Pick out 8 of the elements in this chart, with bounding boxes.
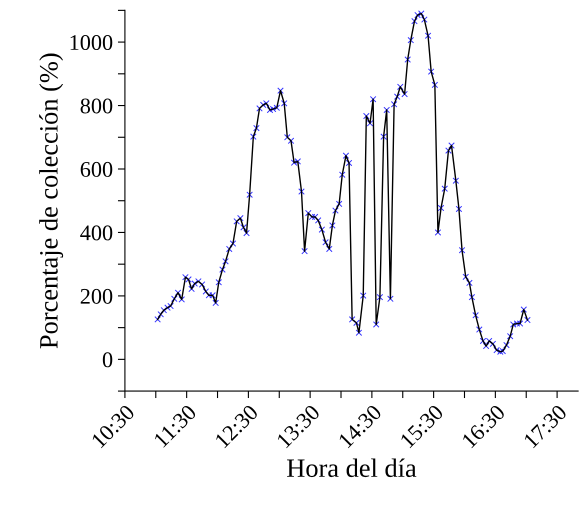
y-tick-label: 1000 [70, 35, 112, 50]
x-axis-title: Hora del día [287, 458, 416, 478]
y-tick-label: 200 [80, 288, 112, 304]
y-tick-label: 800 [80, 98, 112, 114]
y-tick-label: 0 [102, 352, 112, 368]
y-tick-label: 600 [80, 162, 112, 177]
y-axis-title: Porcentaje de colección (%) [39, 54, 64, 348]
y-tick-label: 400 [80, 225, 112, 240]
